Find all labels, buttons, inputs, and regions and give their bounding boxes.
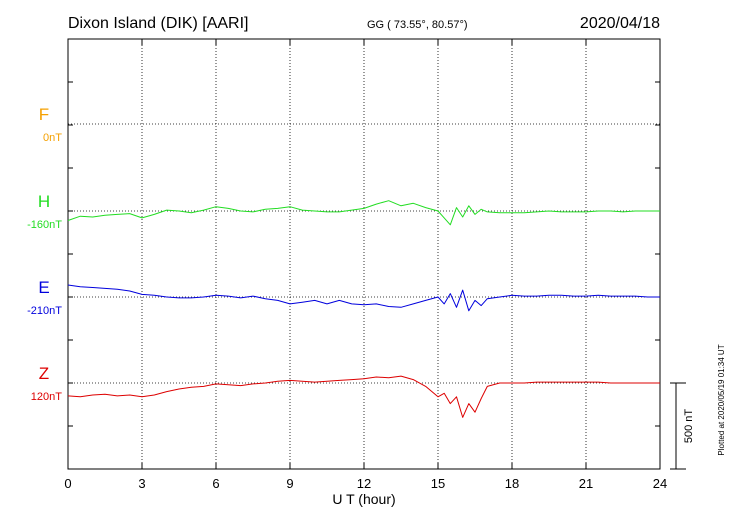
traces bbox=[67, 200, 660, 418]
x-axis-label: U T (hour) bbox=[332, 491, 395, 507]
grid bbox=[68, 39, 660, 469]
x-tick-label: 9 bbox=[286, 476, 293, 491]
component-name-e: E bbox=[38, 278, 49, 297]
component-offset-e: -210nT bbox=[27, 305, 62, 317]
trace-z bbox=[67, 375, 660, 418]
component-offset-f: 0nT bbox=[43, 132, 62, 144]
component-name-h: H bbox=[38, 192, 50, 211]
x-tick-label: 12 bbox=[357, 476, 371, 491]
component-name-f: F bbox=[39, 105, 49, 124]
station-coordinates: GG ( 73.55°, 80.57°) bbox=[367, 19, 468, 31]
x-tick-label: 6 bbox=[212, 476, 219, 491]
axis-ticks: 0 3 6 9 12 15 18 21 24 bbox=[64, 39, 667, 491]
chart-date: 2020/04/18 bbox=[580, 15, 660, 32]
trace-e bbox=[67, 284, 660, 312]
x-tick-label: 3 bbox=[138, 476, 145, 491]
plotted-note: Plotted at 2020/05/19 01:34 UT bbox=[717, 344, 726, 455]
x-tick-label: 0 bbox=[64, 476, 71, 491]
x-tick-label: 15 bbox=[431, 476, 445, 491]
trace-h bbox=[67, 200, 660, 226]
component-offset-h: -160nT bbox=[27, 219, 62, 231]
plot-frame bbox=[67, 38, 661, 470]
scale-bar: 500 nT bbox=[670, 382, 695, 470]
component-name-z: Z bbox=[39, 364, 49, 383]
x-tick-label: 24 bbox=[653, 476, 667, 491]
x-tick-label: 21 bbox=[579, 476, 593, 491]
component-labels: F 0nT H -160nT E -210nT Z 120nT bbox=[27, 105, 62, 403]
x-tick-label: 18 bbox=[505, 476, 519, 491]
station-title: Dixon Island (DIK) [AARI] bbox=[68, 15, 249, 32]
component-offset-z: 120nT bbox=[31, 391, 62, 403]
scale-bar-label: 500 nT bbox=[683, 409, 695, 444]
